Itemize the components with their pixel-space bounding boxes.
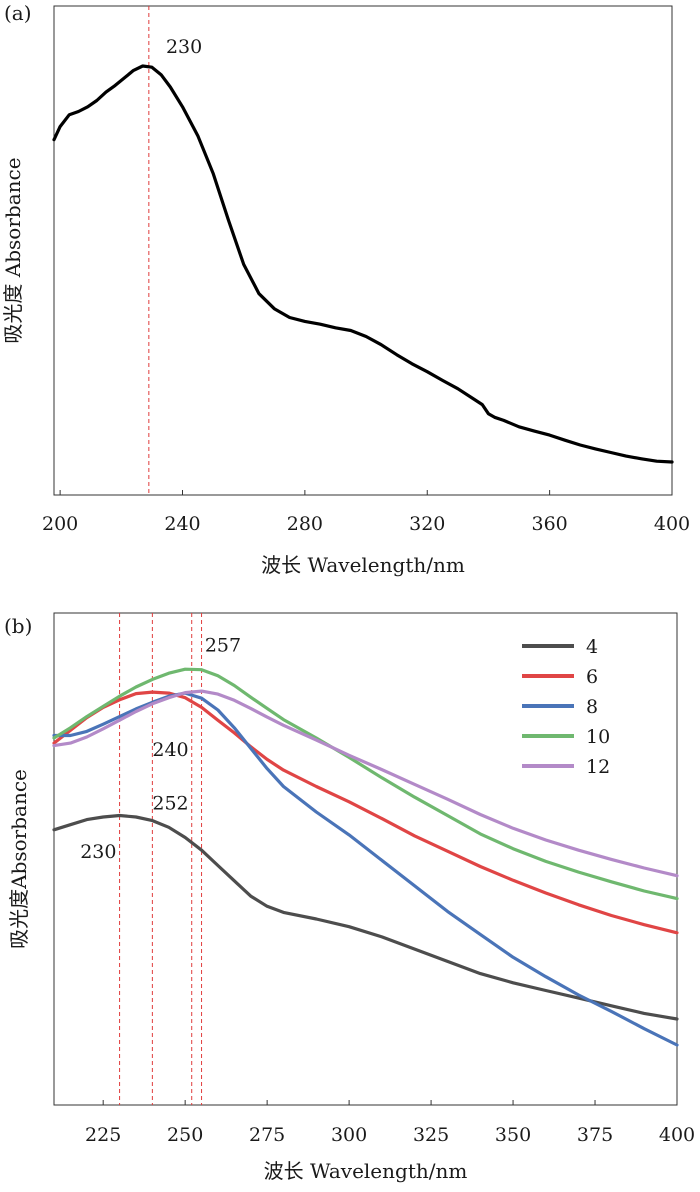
legend-label-6: 6 [586,666,598,688]
legend-label-12: 12 [586,756,610,778]
peak-label: 240 [152,739,188,761]
x-tick-label: 280 [287,513,323,535]
chart-panel-a: (a) 200 240 280 320 360 400 波长 Wavelength/nm 吸光度… [1,1,690,577]
x-tick-label: 300 [331,1124,367,1146]
legend-label-4: 4 [586,636,598,658]
x-tick-label: 240 [164,513,200,535]
y-axis-title: 吸光度Absorbance [7,769,31,949]
series-line-4 [52,813,679,1021]
x-axis-title: 波长 Wavelength/nm [264,1159,468,1183]
series-line-8 [52,691,679,1047]
peak-label: 230 [80,841,116,863]
legend: 4 6 8 10 12 [522,636,610,778]
x-tick-label: 200 [42,513,78,535]
legend-label-10: 10 [586,726,610,748]
y-axis-title: 吸光度 Absorbance [1,157,25,343]
x-tick-label: 250 [167,1124,203,1146]
panel-label: (b) [4,614,32,638]
series-line-spectrum [52,64,674,464]
x-tick-label: 400 [659,1124,695,1146]
peak-label: 230 [166,36,202,58]
series-line-10 [52,667,679,901]
series-line-6 [52,690,679,935]
series-line-12 [52,689,679,878]
x-tick-label: 360 [531,513,567,535]
x-tick-label: 325 [413,1124,449,1146]
chart-panel-b: (b) 225 250 275 300 325 350 375 400 波长 Wavelength… [4,612,695,1183]
x-tick-label: 350 [495,1124,531,1146]
x-tick-label: 275 [249,1124,285,1146]
legend-label-8: 8 [586,696,598,718]
x-axis-title: 波长 Wavelength/nm [261,553,465,577]
plot-frame [53,612,678,1106]
peak-label: 252 [152,792,188,814]
plot-frame [53,5,673,496]
x-tick-label: 225 [85,1124,121,1146]
x-tick-label: 375 [577,1124,613,1146]
x-tick-label: 400 [654,513,690,535]
peak-label: 257 [205,634,241,656]
panel-label: (a) [4,1,32,25]
x-tick-label: 320 [409,513,445,535]
